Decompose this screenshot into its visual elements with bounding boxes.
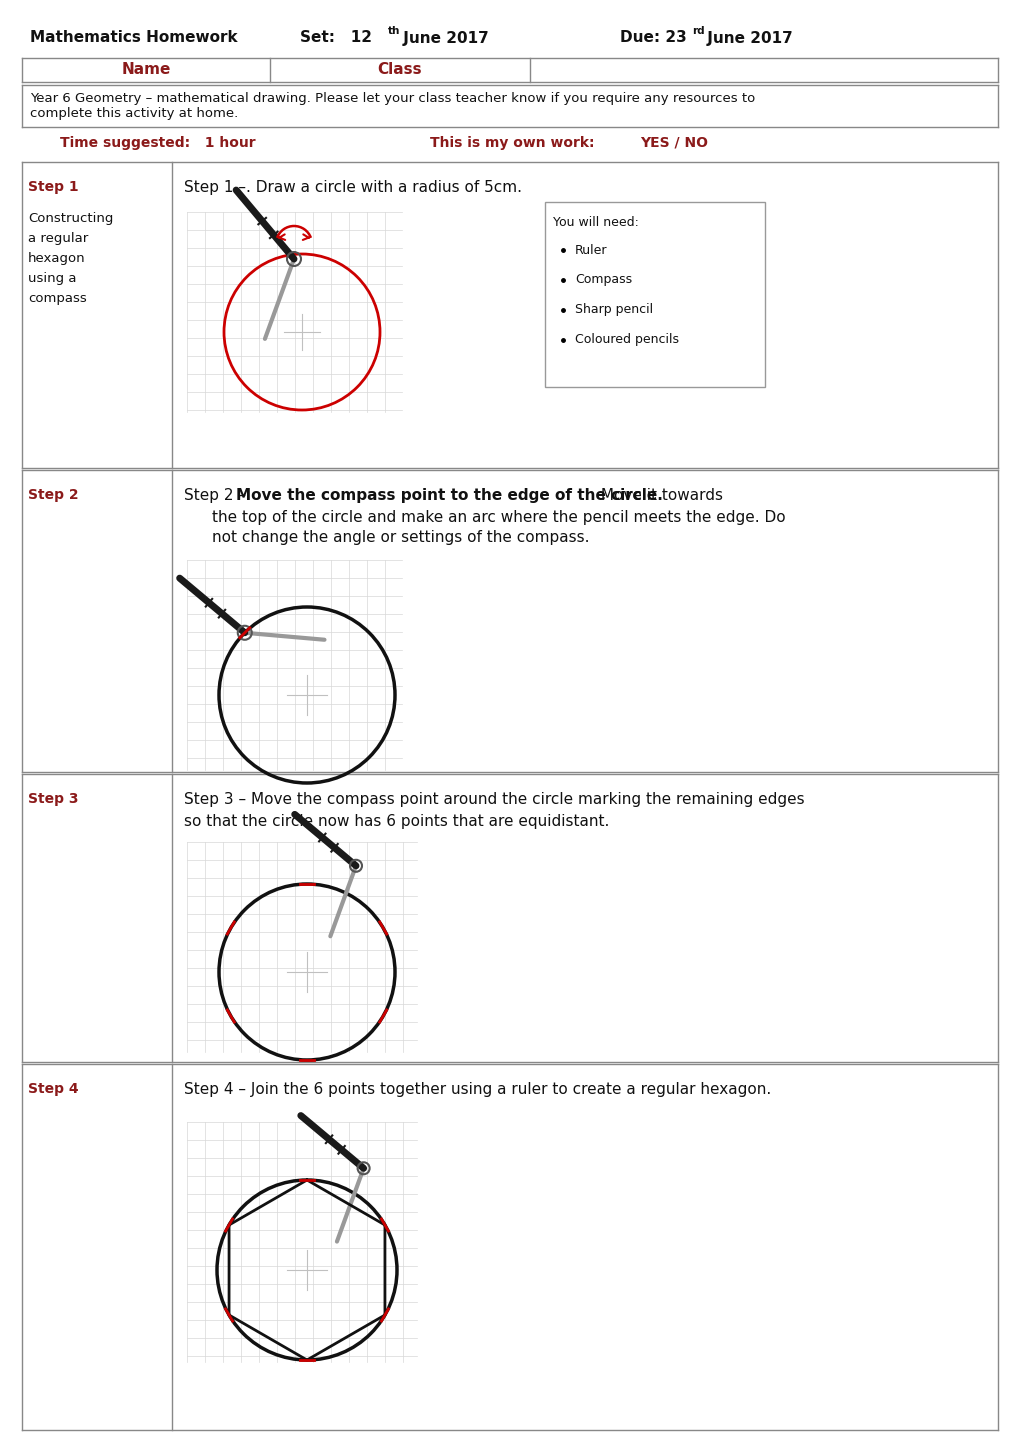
Text: Mathematics Homework: Mathematics Homework bbox=[30, 30, 237, 46]
Text: Class: Class bbox=[377, 62, 422, 78]
Text: Compass: Compass bbox=[575, 274, 632, 287]
Text: Coloured pencils: Coloured pencils bbox=[575, 333, 679, 346]
Text: This is my own work:: This is my own work: bbox=[430, 136, 594, 150]
Text: Year 6 Geometry – mathematical drawing. Please let your class teacher know if yo: Year 6 Geometry – mathematical drawing. … bbox=[30, 92, 754, 120]
Text: Move it towards: Move it towards bbox=[595, 487, 722, 503]
FancyBboxPatch shape bbox=[544, 202, 764, 386]
Text: Step 1: Step 1 bbox=[28, 180, 78, 195]
Text: Step 2 –: Step 2 – bbox=[183, 487, 251, 503]
Text: Step 4 – Join the 6 points together using a ruler to create a regular hexagon.: Step 4 – Join the 6 points together usin… bbox=[183, 1082, 770, 1097]
Text: June 2017: June 2017 bbox=[397, 30, 488, 46]
Text: YES / NO: YES / NO bbox=[639, 136, 707, 150]
Text: Constructing
a regular
hexagon
using a
compass: Constructing a regular hexagon using a c… bbox=[28, 212, 113, 306]
Text: th: th bbox=[387, 26, 400, 36]
Text: Ruler: Ruler bbox=[575, 244, 607, 257]
Text: Step 2: Step 2 bbox=[28, 487, 78, 502]
Text: Set:   12: Set: 12 bbox=[300, 30, 372, 46]
Text: Time suggested:   1 hour: Time suggested: 1 hour bbox=[60, 136, 256, 150]
Text: not change the angle or settings of the compass.: not change the angle or settings of the … bbox=[212, 531, 589, 545]
Text: You will need:: You will need: bbox=[552, 216, 638, 229]
Text: Sharp pencil: Sharp pencil bbox=[575, 303, 652, 316]
Text: rd: rd bbox=[691, 26, 704, 36]
Text: Step 4: Step 4 bbox=[28, 1082, 78, 1096]
Text: June 2017: June 2017 bbox=[701, 30, 792, 46]
Text: Due: 23: Due: 23 bbox=[620, 30, 686, 46]
Text: so that the circle now has 6 points that are equidistant.: so that the circle now has 6 points that… bbox=[183, 813, 608, 829]
Text: the top of the circle and make an arc where the pencil meets the edge. Do: the top of the circle and make an arc wh… bbox=[212, 510, 785, 525]
Text: Step 3: Step 3 bbox=[28, 792, 78, 806]
Text: Step 1 –. Draw a circle with a radius of 5cm.: Step 1 –. Draw a circle with a radius of… bbox=[183, 180, 522, 195]
Text: Move the compass point to the edge of the circle.: Move the compass point to the edge of th… bbox=[235, 487, 662, 503]
Text: Step 3 – Move the compass point around the circle marking the remaining edges: Step 3 – Move the compass point around t… bbox=[183, 792, 804, 808]
Text: Name: Name bbox=[121, 62, 170, 78]
